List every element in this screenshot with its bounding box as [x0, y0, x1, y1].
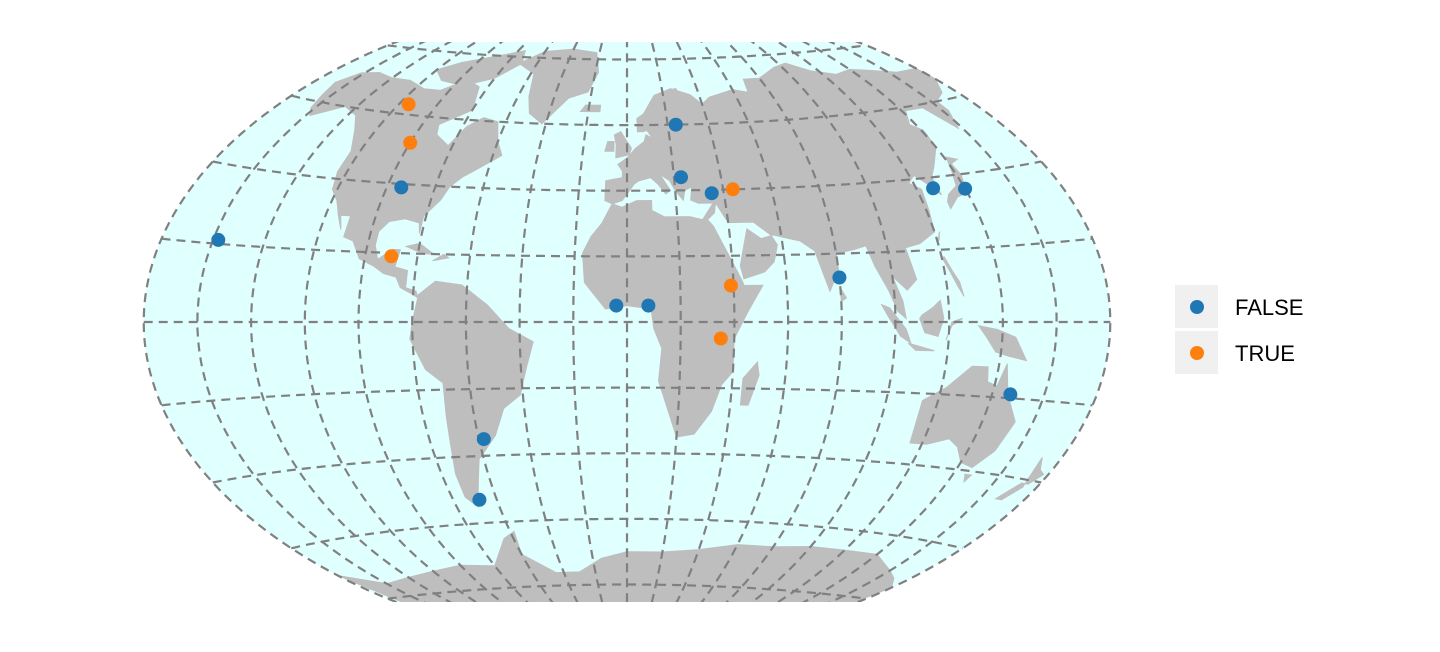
legend: FALSE TRUE — [1175, 285, 1303, 377]
parallel-line — [387, 44, 867, 61]
data-point-true — [401, 97, 416, 112]
graticule-lines — [142, 42, 1112, 602]
land-new-zealand — [994, 457, 1045, 501]
meridian-line — [411, 42, 529, 602]
land-ireland — [604, 141, 615, 152]
legend-item-true: TRUE — [1175, 331, 1303, 377]
legend-dot-true-icon — [1189, 345, 1204, 360]
legend-label-true: TRUE — [1235, 341, 1295, 366]
land-taiwan — [937, 231, 940, 243]
data-point-false — [394, 180, 409, 195]
land-canadian-islands — [436, 50, 526, 87]
data-point-false — [641, 298, 656, 313]
land-java — [907, 342, 935, 352]
parallel-line — [291, 94, 963, 127]
land-philippines — [940, 256, 965, 297]
data-point-false — [674, 170, 688, 185]
land-borneo — [919, 299, 945, 338]
parallel-line — [161, 237, 1093, 258]
data-point-false — [926, 181, 941, 196]
land-new-guinea — [977, 324, 1028, 362]
data-point-false — [958, 181, 973, 196]
data-point-true — [403, 135, 418, 150]
land-scandinavia — [636, 87, 683, 139]
land-madagascar — [739, 360, 760, 406]
meridian-line — [303, 42, 478, 602]
meridian-line — [828, 42, 1058, 602]
land-hispaniola — [432, 253, 450, 262]
data-point-false — [668, 117, 683, 132]
land-antarctica — [337, 530, 895, 602]
data-point-true — [713, 331, 728, 346]
parallel-line — [387, 583, 867, 600]
data-point-false — [704, 186, 719, 201]
legend-key-true — [1175, 331, 1218, 374]
legend-key-false — [1175, 285, 1218, 328]
data-point-true — [725, 182, 740, 197]
land-tasmania — [963, 473, 973, 484]
data-point-false — [609, 298, 624, 313]
data-points — [211, 97, 1018, 507]
land-masses — [309, 48, 1045, 602]
legend-label-false: FALSE — [1235, 295, 1304, 320]
data-point-false — [211, 232, 226, 247]
land-iceland — [579, 104, 602, 113]
legend-dot-false-icon — [1189, 299, 1204, 314]
data-point-false — [476, 432, 491, 447]
meridian-line — [572, 42, 604, 602]
data-point-false — [472, 492, 487, 507]
data-point-true — [723, 278, 738, 293]
land-australia — [909, 363, 1016, 469]
data-point-true — [384, 249, 399, 264]
data-point-false — [832, 270, 847, 285]
data-point-false — [1003, 387, 1018, 402]
parallel-line — [291, 517, 963, 550]
parallel-line — [161, 386, 1093, 407]
legend-item-false: FALSE — [1175, 285, 1303, 331]
